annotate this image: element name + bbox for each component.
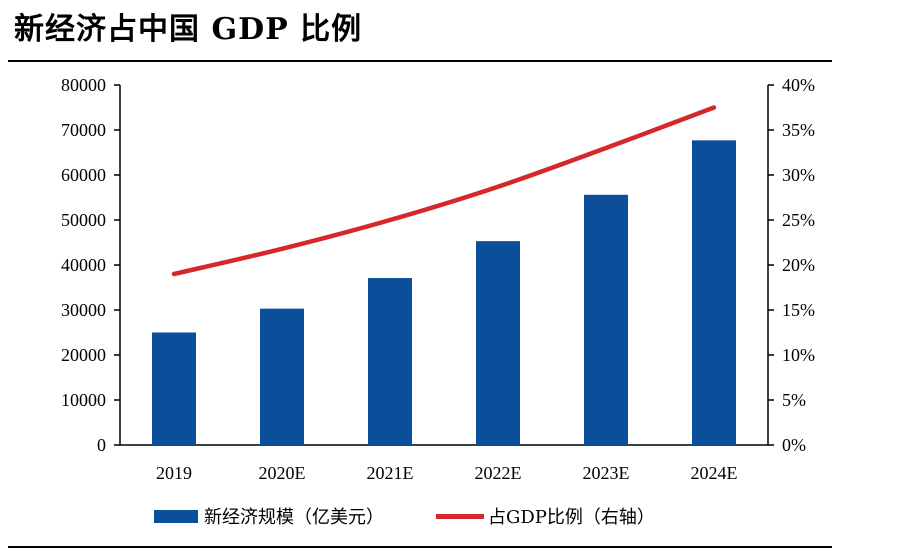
right-axis-tick-label: 10% [782, 345, 815, 365]
legend-bar-label: 新经济规模（亿美元） [204, 507, 384, 528]
left-axis-tick-label: 10000 [61, 390, 106, 410]
chart-title: 新经济占中国 GDP 比例 [14, 12, 363, 47]
right-axis-tick-label: 40% [782, 75, 815, 95]
bar [584, 194, 628, 445]
legend-line-label: 占GDP比例（右轴） [488, 507, 655, 528]
bar [476, 241, 520, 445]
right-axis-tick-label: 15% [782, 300, 815, 320]
bottom-rule [8, 546, 832, 548]
legend-line-swatch [436, 513, 484, 519]
x-axis-tick-label: 2019 [156, 463, 192, 483]
x-axis-tick-label: 2020E [259, 463, 306, 483]
left-axis-tick-label: 60000 [61, 165, 106, 185]
bar [260, 308, 304, 445]
right-axis-tick-label: 0% [782, 435, 806, 455]
left-axis-tick-label: 50000 [61, 210, 106, 230]
right-axis-tick-label: 25% [782, 210, 815, 230]
x-axis-tick-label: 2024E [691, 463, 738, 483]
x-axis-tick-label: 2021E [367, 463, 414, 483]
right-axis-tick-label: 5% [782, 390, 806, 410]
left-axis-tick-label: 0 [97, 435, 106, 455]
left-axis-tick-label: 70000 [61, 120, 106, 140]
bar [368, 278, 412, 445]
right-axis-tick-label: 20% [782, 255, 815, 275]
bar [152, 332, 196, 445]
top-rule [8, 60, 832, 62]
bar [692, 140, 736, 445]
left-axis-tick-label: 30000 [61, 300, 106, 320]
legend: 新经济规模（亿美元） 占GDP比例（右轴） [154, 503, 655, 529]
left-axis-tick-label: 80000 [61, 75, 106, 95]
left-axis-tick-label: 20000 [61, 345, 106, 365]
left-axis-tick-label: 40000 [61, 255, 106, 275]
x-axis-tick-label: 2022E [475, 463, 522, 483]
right-axis-tick-label: 30% [782, 165, 815, 185]
right-axis-tick-label: 35% [782, 120, 815, 140]
x-axis-tick-label: 2023E [583, 463, 630, 483]
legend-bar-swatch [154, 509, 198, 523]
series-line-gdp-ratio [171, 105, 717, 277]
